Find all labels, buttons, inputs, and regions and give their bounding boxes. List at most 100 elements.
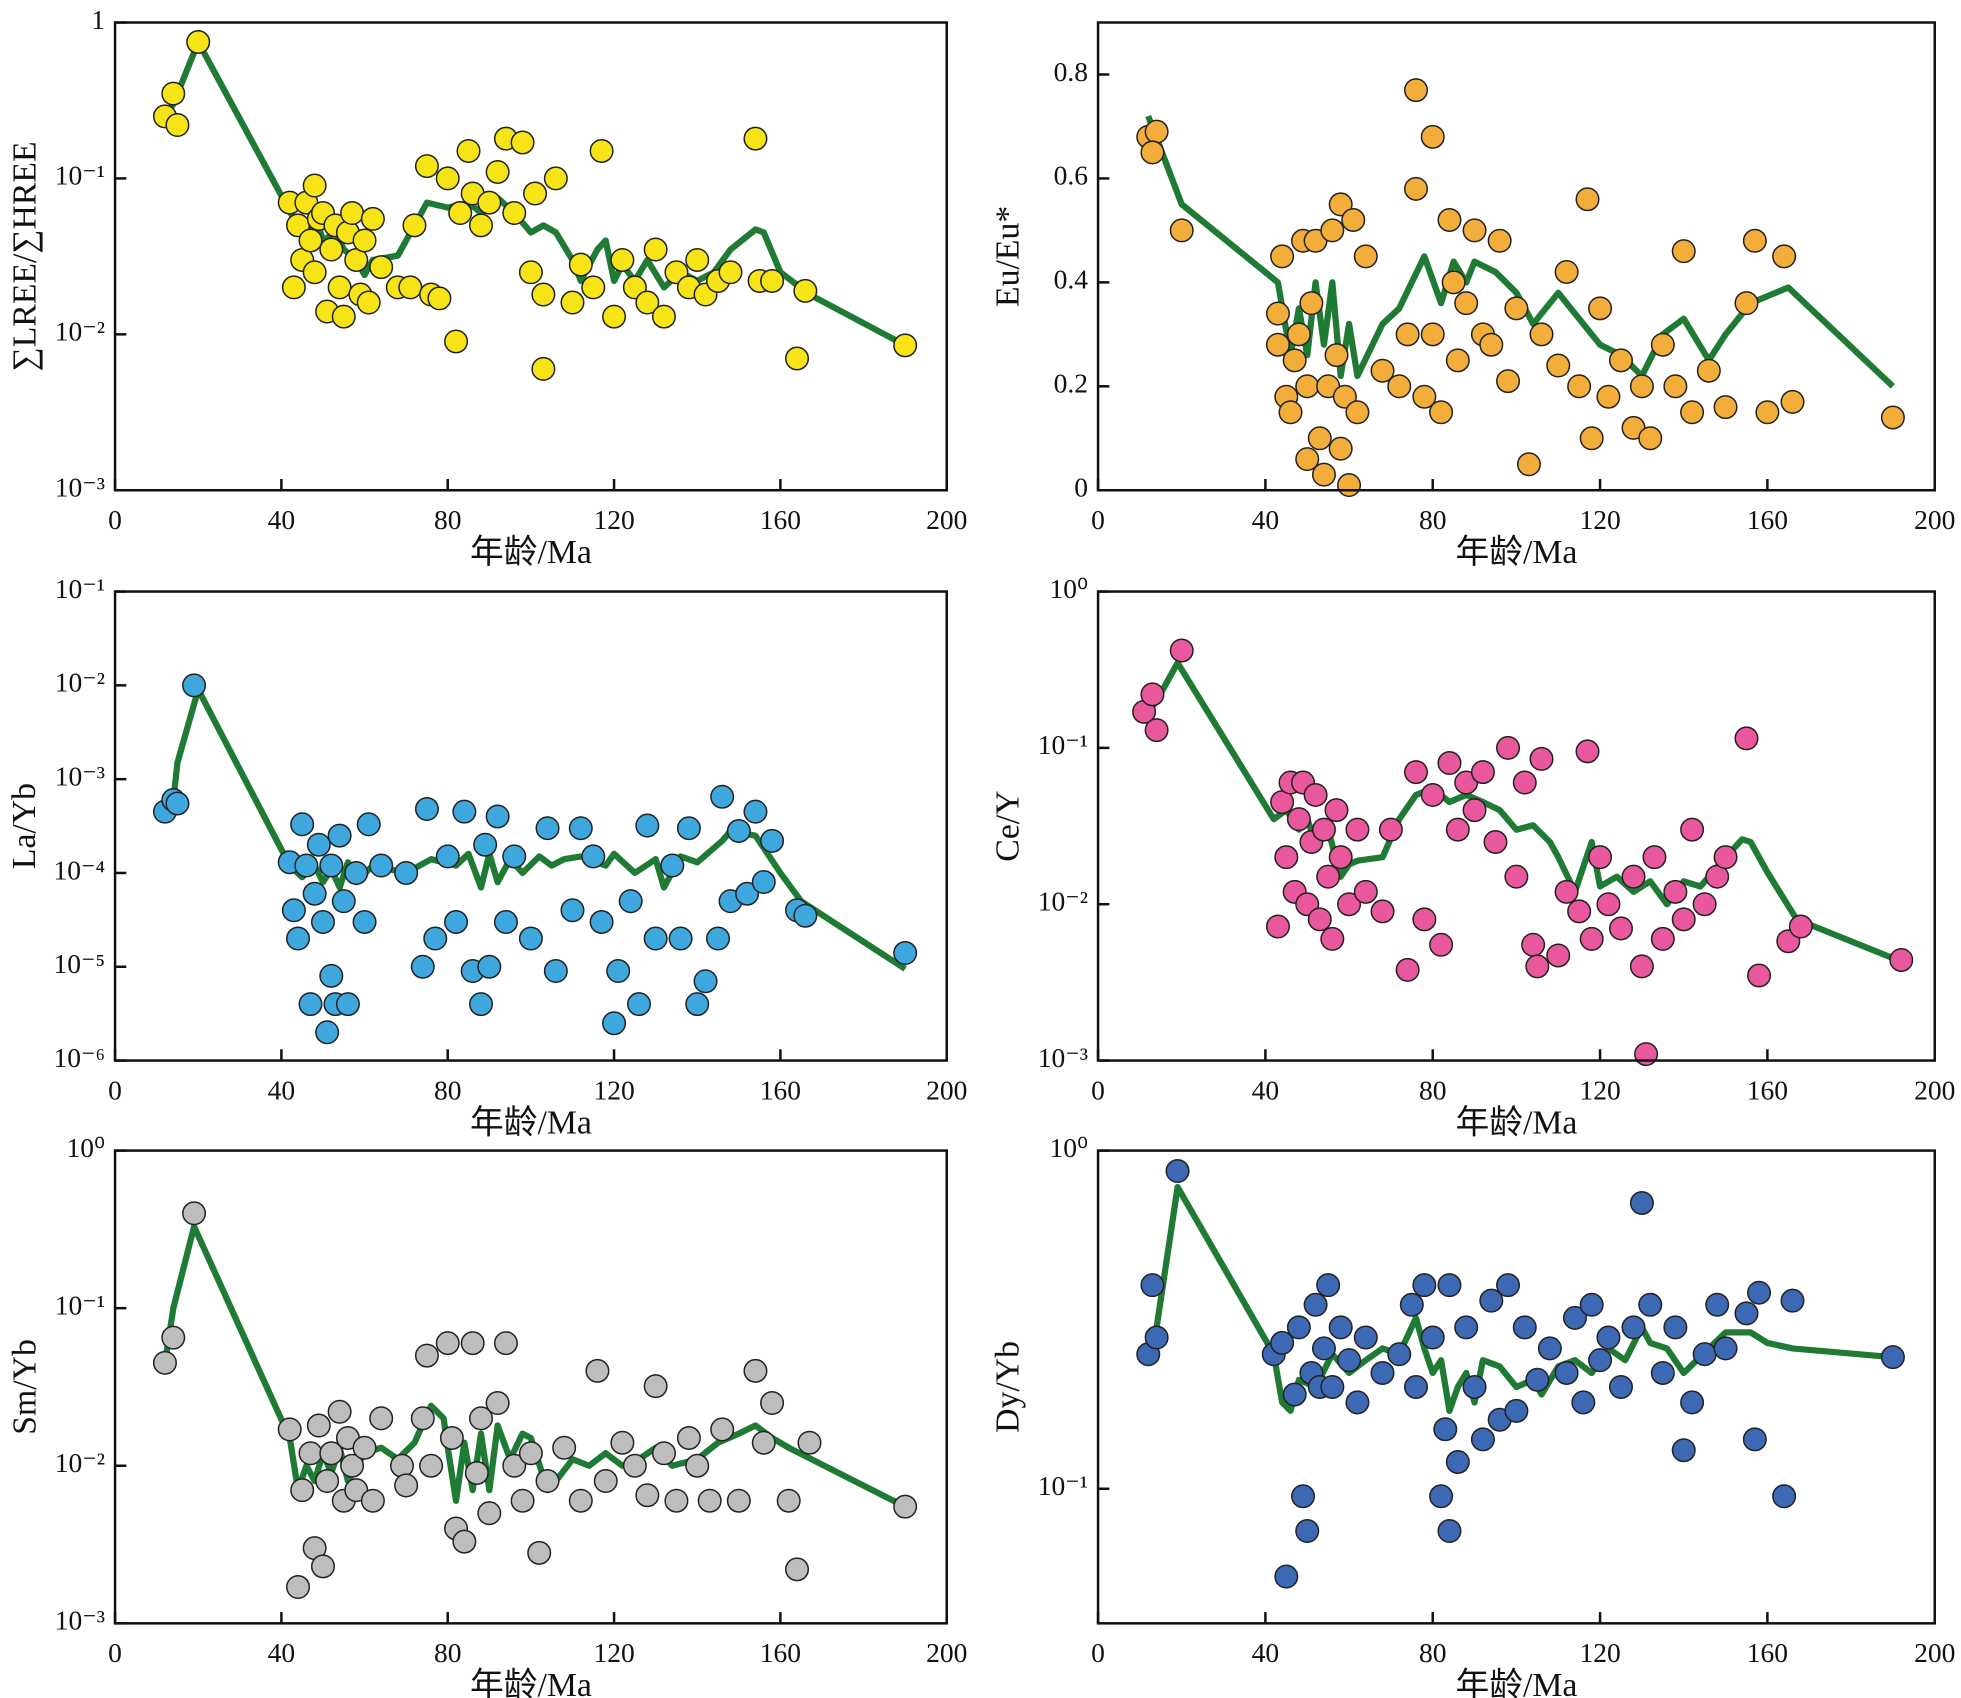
x-tick-label: 120 (1579, 1637, 1620, 1668)
point (1788, 914, 1813, 939)
y-tick-label: 10⁻³ (55, 472, 105, 503)
point (402, 213, 427, 238)
point (668, 926, 693, 951)
point (743, 1358, 768, 1383)
point (1291, 1484, 1316, 1509)
point (1320, 926, 1345, 951)
point (1529, 322, 1554, 347)
point (760, 828, 785, 853)
point (693, 969, 718, 994)
panel: 0 0.2 0.4 0.6 0.8 0 40 80 120 160 200 年龄/Ma Eu/Eu* (989, 21, 1955, 571)
point (165, 113, 190, 138)
point (610, 1430, 635, 1455)
point (1512, 1315, 1537, 1340)
point (414, 797, 439, 822)
point (302, 260, 327, 285)
point (473, 832, 498, 857)
point (622, 1453, 647, 1478)
plot-frame (1096, 21, 1936, 492)
point (1341, 207, 1366, 233)
point (651, 304, 676, 329)
point (1328, 436, 1353, 461)
point (1621, 864, 1646, 889)
point (298, 228, 323, 253)
point (568, 252, 593, 277)
x-tick-label: 200 (1914, 1637, 1955, 1668)
point (1772, 244, 1797, 269)
x-tick-label: 120 (593, 1074, 634, 1105)
point (327, 823, 352, 848)
point (1353, 1325, 1378, 1350)
point (315, 1020, 340, 1045)
point (1316, 1273, 1341, 1298)
point (394, 860, 419, 885)
point (743, 126, 768, 151)
trend-line (162, 686, 907, 972)
panel: 10⁻¹ 10⁰ 0 40 80 120 160 200 年龄/Ma Dy/Yb (989, 1132, 1955, 1698)
point (1320, 1374, 1345, 1399)
point (1742, 1427, 1767, 1452)
point (414, 154, 439, 179)
point (793, 278, 818, 303)
point (186, 29, 211, 55)
point (1546, 943, 1571, 968)
x-tick-label: 80 (1419, 1637, 1447, 1668)
point (527, 1540, 552, 1565)
point (493, 909, 518, 935)
point (369, 1406, 394, 1431)
point (535, 816, 560, 841)
point (1496, 735, 1521, 760)
point (1504, 864, 1529, 889)
point (1316, 864, 1341, 889)
point (1270, 244, 1295, 269)
point (1680, 400, 1705, 425)
point (1650, 1360, 1675, 1385)
point (1437, 1273, 1462, 1298)
x-tick-label: 200 (926, 504, 967, 535)
point (1734, 726, 1759, 751)
point (1282, 348, 1307, 373)
point (1546, 353, 1571, 378)
point (1537, 1336, 1562, 1361)
point (1608, 1374, 1633, 1399)
point (1378, 817, 1403, 842)
point (1429, 400, 1454, 425)
point (1412, 384, 1437, 409)
point (1370, 899, 1395, 924)
point (1140, 682, 1165, 707)
point (444, 909, 469, 935)
x-tick-label: 120 (593, 504, 634, 535)
point (298, 1441, 323, 1466)
point (1579, 926, 1604, 951)
point (1588, 845, 1613, 870)
point (419, 1453, 444, 1478)
point (281, 275, 306, 300)
point (1337, 1348, 1362, 1373)
point (290, 812, 315, 837)
point (543, 959, 568, 984)
point (793, 903, 818, 928)
point (1140, 140, 1165, 165)
point (1650, 332, 1675, 357)
point (352, 909, 377, 935)
point (1663, 879, 1688, 904)
point (676, 1425, 701, 1451)
point (706, 926, 731, 951)
y-tick-label: 0.8 (1054, 56, 1088, 87)
point (1705, 1292, 1730, 1317)
point (1295, 374, 1320, 399)
point (302, 881, 327, 906)
point (315, 1469, 340, 1494)
x-tick-label: 0 (1091, 504, 1105, 535)
point (1299, 291, 1324, 316)
point (327, 1399, 352, 1424)
point (760, 268, 785, 293)
point (1562, 1305, 1587, 1330)
y-tick-label: 10⁰ (1050, 573, 1089, 604)
point (1324, 343, 1349, 368)
point (1274, 1564, 1299, 1589)
point (1663, 374, 1688, 399)
point (1671, 1438, 1696, 1463)
point (1638, 426, 1663, 451)
